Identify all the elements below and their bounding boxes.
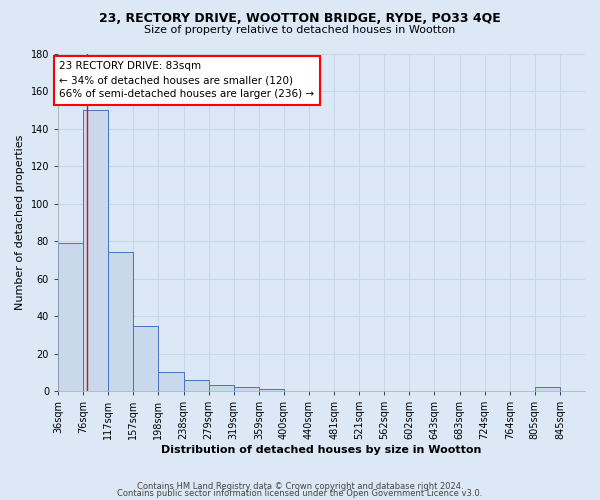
Text: 23 RECTORY DRIVE: 83sqm
← 34% of detached houses are smaller (120)
66% of semi-d: 23 RECTORY DRIVE: 83sqm ← 34% of detache… (59, 62, 314, 100)
Bar (184, 380, 209, 391)
Text: Size of property relative to detached houses in Wootton: Size of property relative to detached ho… (145, 25, 455, 35)
Text: Contains HM Land Registry data © Crown copyright and database right 2024.: Contains HM Land Registry data © Crown c… (137, 482, 463, 491)
Bar (108, 252, 133, 391)
Bar (83, 110, 108, 391)
X-axis label: Distribution of detached houses by size in Wootton: Distribution of detached houses by size … (161, 445, 482, 455)
Bar (234, 388, 259, 391)
Bar (58, 243, 83, 391)
Bar (158, 372, 184, 391)
Bar (535, 388, 560, 391)
Bar (209, 386, 234, 391)
Bar (259, 389, 284, 391)
Text: Contains public sector information licensed under the Open Government Licence v3: Contains public sector information licen… (118, 490, 482, 498)
Y-axis label: Number of detached properties: Number of detached properties (15, 135, 25, 310)
Bar (133, 326, 158, 391)
Text: 23, RECTORY DRIVE, WOOTTON BRIDGE, RYDE, PO33 4QE: 23, RECTORY DRIVE, WOOTTON BRIDGE, RYDE,… (99, 12, 501, 26)
